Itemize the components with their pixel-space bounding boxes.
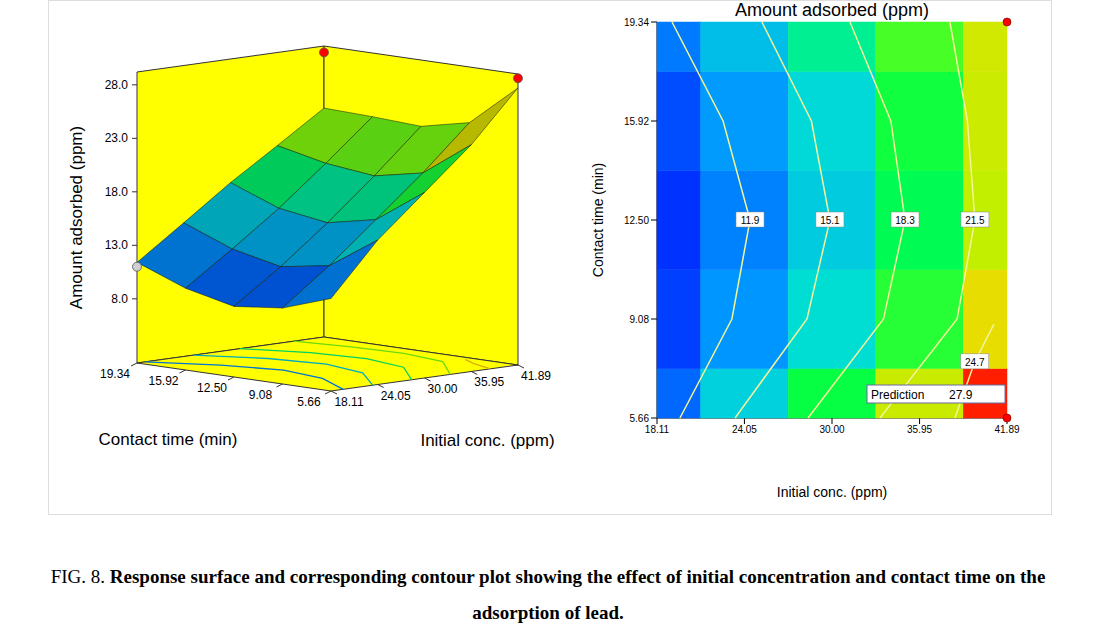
svg-text:11.9: 11.9 [741,215,760,226]
svg-text:Amount adsorbed (ppm): Amount adsorbed (ppm) [67,126,86,309]
svg-text:9.08: 9.08 [249,388,273,402]
svg-text:Initial conc. (ppm): Initial conc. (ppm) [420,431,554,450]
svg-text:41.89: 41.89 [521,369,551,383]
html-text:FIG. 8. Response surface and c: FIG. 8. Response surface and correspondi… [50,566,1046,623]
svg-text:Contact time (min): Contact time (min) [99,430,238,449]
svg-text:35.95: 35.95 [907,424,932,435]
svg-text:Prediction: Prediction [871,388,924,402]
svg-text:24.05: 24.05 [381,389,411,403]
svg-text:13.0: 13.0 [105,238,129,252]
svg-text:9.08: 9.08 [630,314,650,325]
svg-text:5.66: 5.66 [630,413,650,424]
svg-text:41.89: 41.89 [994,424,1019,435]
svg-text:12.50: 12.50 [624,215,649,226]
html-text:Amount adsorbed (ppm): Amount adsorbed (ppm) [734,0,930,20]
svg-text:18.11: 18.11 [645,424,670,435]
svg-text:28.0: 28.0 [105,78,129,92]
svg-text:24.7: 24.7 [965,357,985,368]
svg-text:Contact time (min): Contact time (min) [590,163,606,277]
svg-text:27.9: 27.9 [949,388,973,402]
svg-text:23.0: 23.0 [105,131,129,145]
svg-text:18.0: 18.0 [105,185,129,199]
svg-text:30.00: 30.00 [819,424,844,435]
svg-text:18.3: 18.3 [895,215,915,226]
svg-text:21.5: 21.5 [965,215,985,226]
svg-text:18.11: 18.11 [334,395,363,409]
svg-text:19.34: 19.34 [100,367,130,381]
svg-text:19.34: 19.34 [624,17,649,28]
svg-text:12.50: 12.50 [197,381,227,395]
svg-text:5.66: 5.66 [297,395,321,409]
svg-text:15.92: 15.92 [624,116,649,127]
svg-text:8.0: 8.0 [111,292,128,306]
svg-text:35.95: 35.95 [474,375,504,389]
svg-text:15.92: 15.92 [148,374,178,388]
svg-text:15.1: 15.1 [820,215,840,226]
html-text:Initial conc. (ppm): Initial conc. (ppm) [776,484,888,500]
svg-text:24.05: 24.05 [732,424,757,435]
svg-text:30.00: 30.00 [427,382,457,396]
